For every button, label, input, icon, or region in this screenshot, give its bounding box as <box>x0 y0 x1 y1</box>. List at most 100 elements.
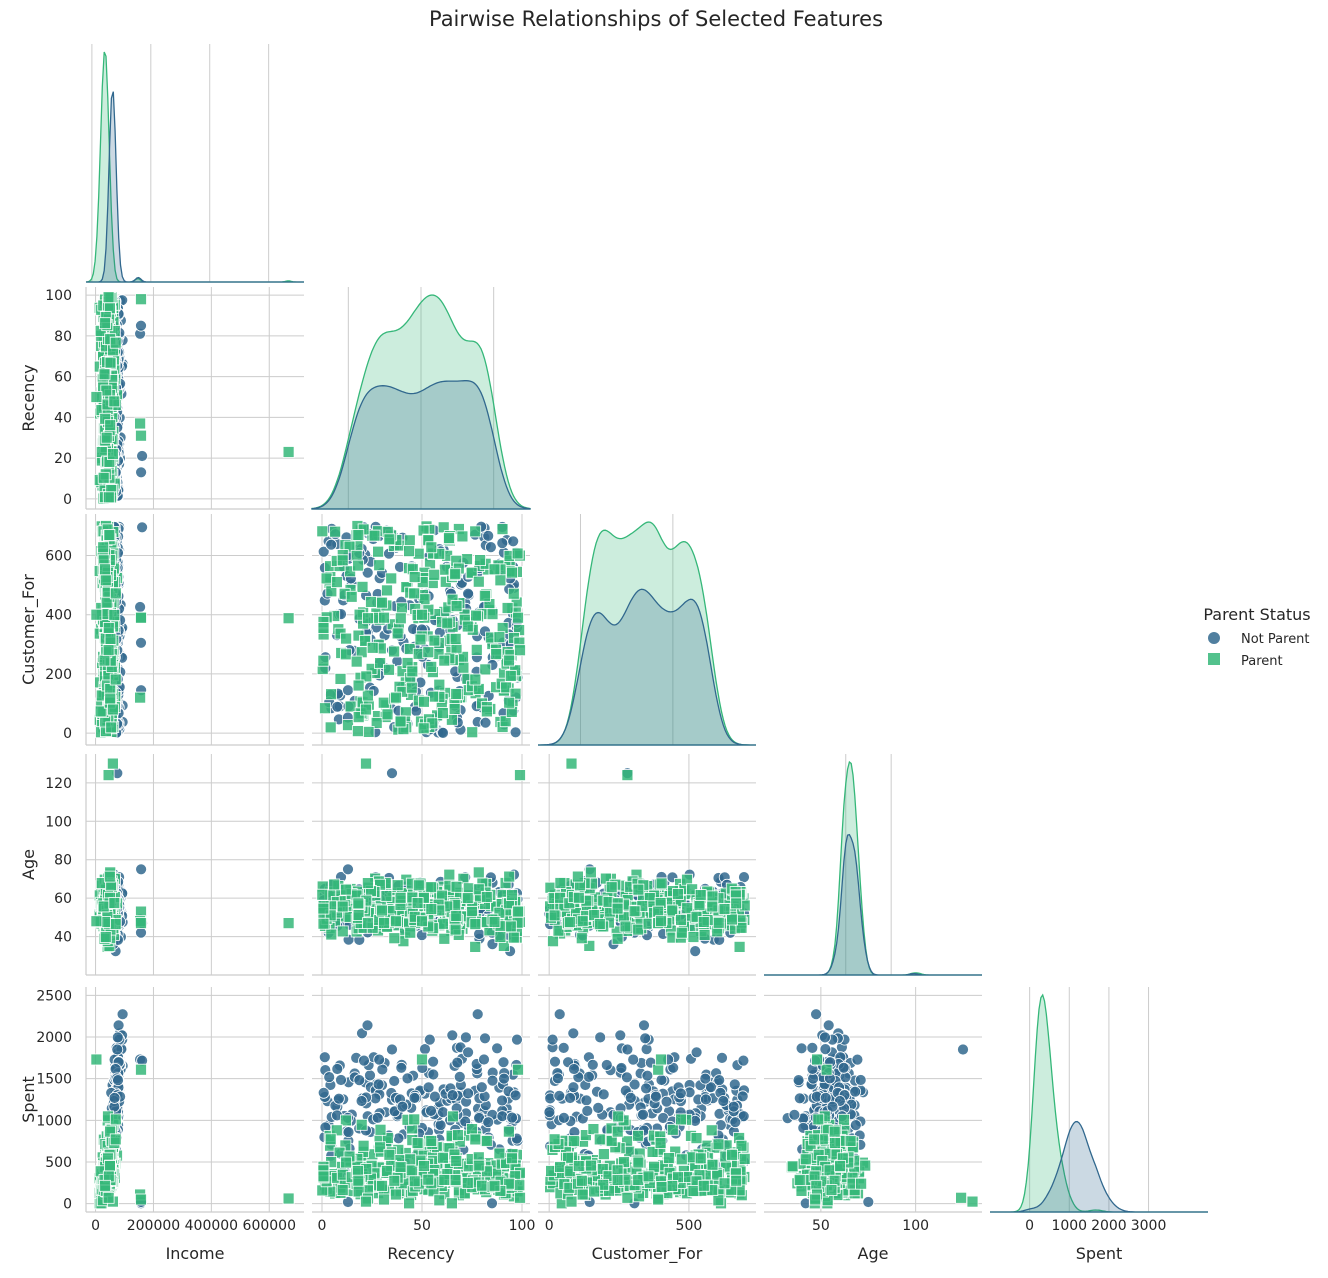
scatter-point-not-parent <box>638 1109 649 1120</box>
scatter-point-parent <box>572 871 583 882</box>
scatter-point-parent <box>330 526 341 537</box>
scatter-point-parent <box>502 603 513 614</box>
scatter-point-not-parent <box>136 637 147 648</box>
scatter-point-parent <box>99 369 110 380</box>
scatter-point-not-parent <box>483 530 494 541</box>
scatter-point-parent <box>707 891 718 902</box>
scatter-point-parent <box>374 560 385 571</box>
scatter-point-parent <box>136 1064 147 1075</box>
scatter-point-parent <box>382 585 393 596</box>
scatter-point-parent <box>473 576 484 587</box>
scatter-point-parent <box>656 916 667 927</box>
scatter-point-parent <box>452 1130 463 1141</box>
x-tick-label: 50 <box>413 1218 431 1234</box>
scatter-point-not-parent <box>558 1042 569 1053</box>
scatter-point-parent <box>513 1064 524 1075</box>
scatter-point-parent <box>606 882 617 893</box>
scatter-point-parent <box>389 1175 400 1186</box>
scatter-point-parent <box>489 1180 500 1191</box>
scatter-point-parent <box>477 1180 488 1191</box>
scatter-point-not-parent <box>474 929 485 940</box>
scatter-point-not-parent <box>113 1020 124 1031</box>
scatter-point-parent <box>429 635 440 646</box>
kde-not-parent-age <box>764 835 982 975</box>
scatter-point-parent <box>415 634 426 645</box>
panel-customer-for-vs-customer-for <box>538 514 756 745</box>
scatter-point-parent <box>98 542 109 553</box>
scatter-point-parent <box>363 918 374 929</box>
scatter-point-parent <box>731 898 742 909</box>
scatter-point-parent <box>363 726 374 737</box>
scatter-point-parent <box>713 1139 724 1150</box>
scatter-point-parent <box>409 1114 420 1125</box>
scatter-point-parent <box>513 906 524 917</box>
scatter-point-parent <box>577 916 588 927</box>
scatter-point-parent <box>439 933 450 944</box>
scatter-point-parent <box>395 613 406 624</box>
scatter-point-parent <box>418 696 429 707</box>
scatter-point-parent <box>695 890 706 901</box>
scatter-point-not-parent <box>728 1101 739 1112</box>
scatter-point-parent <box>481 706 492 717</box>
scatter-point-parent <box>361 1196 372 1207</box>
panel-age-vs-age <box>764 754 982 975</box>
scatter-point-parent <box>101 385 112 396</box>
scatter-point-parent <box>103 1192 114 1203</box>
scatter-point-not-parent <box>700 1073 711 1084</box>
scatter-point-not-parent <box>318 1087 329 1098</box>
scatter-point-parent <box>467 1124 478 1135</box>
scatter-point-parent <box>479 590 490 601</box>
scatter-point-parent <box>363 613 374 624</box>
scatter-point-parent <box>719 904 730 915</box>
scatter-point-not-parent <box>507 1112 518 1123</box>
scatter-point-not-parent <box>544 1107 555 1118</box>
scatter-point-parent <box>707 901 718 912</box>
scatter-point-parent <box>318 1171 329 1182</box>
scatter-point-parent <box>375 1124 386 1135</box>
scatter-point-parent <box>491 649 502 660</box>
scatter-point-not-parent <box>326 539 337 550</box>
scatter-point-parent <box>507 567 518 578</box>
scatter-point-parent <box>358 1140 369 1151</box>
scatter-point-parent <box>629 906 640 917</box>
scatter-point-not-parent <box>675 1088 686 1099</box>
kde-not-parent-income <box>86 92 304 282</box>
scatter-point-parent <box>470 526 481 537</box>
scatter-point-not-parent <box>661 1096 672 1107</box>
scatter-point-parent <box>423 647 434 658</box>
scatter-point-parent <box>437 1152 448 1163</box>
scatter-point-parent <box>98 901 109 912</box>
scatter-point-not-parent <box>136 320 147 331</box>
scatter-point-parent <box>104 871 115 882</box>
scatter-point-parent <box>109 898 120 909</box>
scatter-point-not-parent <box>625 1092 636 1103</box>
y-tick-label: 0 <box>63 492 72 508</box>
scatter-point-parent <box>549 910 560 921</box>
scatter-point-parent <box>462 893 473 904</box>
scatter-point-parent <box>379 1194 390 1205</box>
scatter-point-parent <box>458 662 469 673</box>
scatter-point-parent <box>318 903 329 914</box>
scatter-point-parent <box>564 917 575 928</box>
scatter-point-not-parent <box>497 538 508 549</box>
scatter-point-parent <box>391 1189 402 1200</box>
scatter-point-not-parent <box>552 1073 563 1084</box>
scatter-point-parent <box>99 655 110 666</box>
scatter-point-parent <box>353 1175 364 1186</box>
scatter-point-parent <box>462 621 473 632</box>
scatter-point-parent <box>346 591 357 602</box>
y-tick-label: 80 <box>54 853 72 869</box>
scatter-point-parent <box>335 673 346 684</box>
scatter-point-parent <box>457 531 468 542</box>
scatter-point-parent <box>98 472 109 483</box>
scatter-point-parent <box>417 609 428 620</box>
scatter-point-parent <box>480 664 491 675</box>
scatter-point-not-parent <box>550 1056 561 1067</box>
scatter-point-parent <box>91 609 102 620</box>
scatter-point-parent <box>473 867 484 878</box>
scatter-point-parent <box>100 318 111 329</box>
scatter-point-parent <box>104 530 115 541</box>
scatter-point-not-parent <box>554 1009 565 1020</box>
scatter-point-parent <box>612 933 623 944</box>
scatter-point-parent <box>105 420 116 431</box>
